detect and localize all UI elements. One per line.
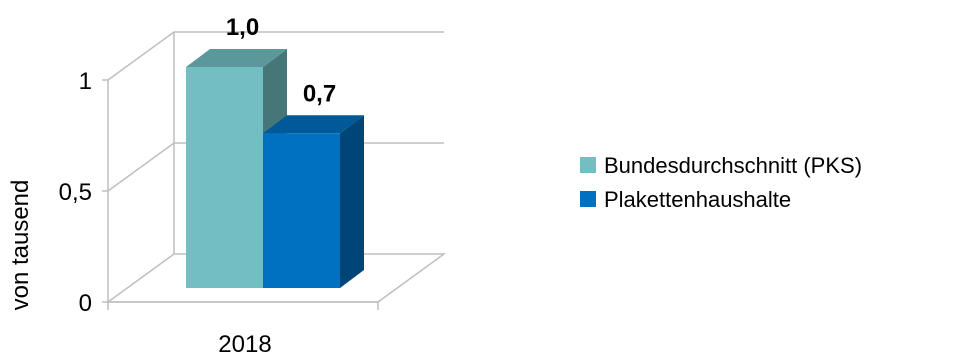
y-tick-label: 1	[79, 68, 92, 95]
bar-side	[340, 115, 364, 288]
x-tick-label: 2018	[218, 331, 271, 358]
axes	[102, 79, 379, 310]
legend-label: Plakettenhaushalte	[604, 187, 791, 212]
bar-front	[263, 133, 340, 288]
data-label: 1,0	[226, 14, 259, 41]
bar-top	[263, 115, 364, 134]
y-tick-labels: 00,51	[59, 68, 92, 317]
legend-item: Plakettenhaushalte	[580, 187, 791, 212]
legend: Bundesdurchschnitt (PKS) Plakettenhaushal…	[580, 153, 862, 212]
legend-swatch	[580, 191, 596, 207]
y-axis-label: von tausend	[7, 180, 34, 311]
legend-label: Bundesdurchschnitt (PKS)	[604, 153, 862, 178]
bar	[263, 115, 364, 288]
bar-front	[186, 67, 263, 288]
y-tick-label: 0	[79, 290, 92, 317]
y-tick-label: 0,5	[59, 179, 92, 206]
data-labels: 1,0 0,7	[226, 14, 336, 107]
legend-swatch	[580, 157, 596, 173]
bar	[186, 49, 287, 288]
bars	[186, 49, 364, 288]
legend-item: Bundesdurchschnitt (PKS)	[580, 153, 862, 178]
data-label: 0,7	[303, 80, 336, 107]
bar-top	[186, 49, 287, 67]
gridline	[107, 31, 444, 81]
